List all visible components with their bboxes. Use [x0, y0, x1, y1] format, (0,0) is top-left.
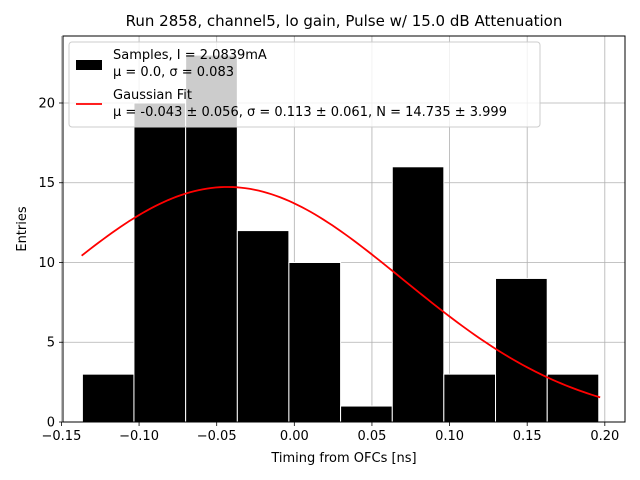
x-tick-label: −0.05 — [197, 429, 237, 444]
x-axis-ticks: −0.15 −0.10 −0.05 0.00 0.05 0.10 0.15 0.20 — [42, 422, 619, 444]
histogram-bar — [391, 166, 445, 423]
histogram-bar — [236, 230, 290, 423]
gaussian-fit — [81, 186, 601, 399]
y-tick-label: 15 — [38, 176, 55, 191]
x-tick-label: 0.10 — [435, 429, 464, 444]
histogram-bar — [495, 277, 548, 423]
legend-samples-line1: Samples, I = 2.0839mA — [113, 48, 267, 63]
y-axis-label: Entries — [15, 206, 30, 252]
x-tick-label: 0.20 — [590, 429, 619, 444]
x-tick-label: 0.00 — [280, 429, 309, 444]
chart-title: Run 2858, channel5, lo gain, Pulse w/ 15… — [126, 12, 563, 30]
histogram-bar — [340, 405, 393, 423]
y-tick-label: 5 — [47, 336, 55, 351]
x-tick-label: −0.10 — [119, 429, 159, 444]
histogram-bar — [81, 373, 135, 423]
histogram-bar — [443, 373, 497, 423]
legend-samples-line2: μ = 0.0, σ = 0.083 — [113, 65, 234, 80]
gaussian-fit-curve — [81, 186, 601, 399]
x-axis-label: Timing from OFCs [ns] — [270, 451, 416, 466]
plot-frame — [62, 35, 626, 423]
legend-samples-swatch — [76, 60, 102, 70]
y-tick-label: 20 — [38, 96, 55, 111]
y-tick-label: 0 — [47, 416, 55, 431]
y-axis-ticks: 0 5 10 15 20 — [38, 96, 63, 431]
legend-fit-line2: μ = -0.043 ± 0.056, σ = 0.113 ± 0.061, N… — [113, 105, 507, 120]
histogram-bar — [288, 261, 342, 423]
histogram-bar — [133, 102, 187, 423]
x-tick-label: 0.05 — [357, 429, 386, 444]
legend: Samples, I = 2.0839mA μ = 0.0, σ = 0.083… — [68, 41, 541, 128]
legend-box — [68, 41, 541, 128]
y-tick-label: 10 — [38, 256, 55, 271]
legend-fit-line1: Gaussian Fit — [113, 88, 192, 103]
x-tick-label: −0.15 — [42, 429, 82, 444]
x-tick-label: 0.15 — [513, 429, 542, 444]
